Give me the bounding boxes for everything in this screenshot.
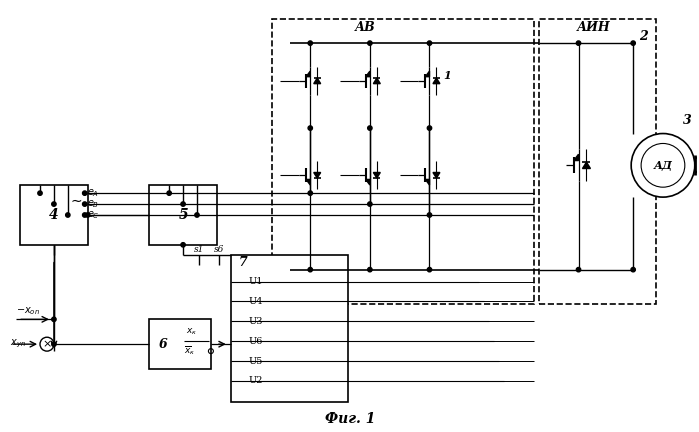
Circle shape: [427, 126, 432, 130]
Circle shape: [577, 267, 581, 272]
Circle shape: [427, 41, 432, 45]
Circle shape: [52, 317, 56, 321]
Polygon shape: [433, 78, 440, 84]
Text: $\sim$: $\sim$: [69, 193, 83, 207]
Circle shape: [167, 191, 171, 195]
Polygon shape: [582, 162, 591, 168]
Text: U6: U6: [249, 337, 263, 346]
Bar: [150, 319, 211, 369]
Circle shape: [631, 267, 635, 272]
Circle shape: [577, 41, 581, 45]
Text: U4: U4: [249, 297, 263, 306]
Circle shape: [40, 337, 54, 351]
Polygon shape: [366, 179, 370, 185]
Circle shape: [195, 213, 199, 217]
Polygon shape: [306, 71, 310, 77]
Circle shape: [66, 213, 70, 217]
Circle shape: [52, 202, 56, 206]
Text: АД: АД: [654, 160, 672, 171]
Text: s1: s1: [194, 245, 204, 254]
Text: 2: 2: [639, 30, 647, 43]
Bar: [231, 255, 348, 402]
Text: $x_{\kappa}$: $x_{\kappa}$: [186, 326, 197, 337]
Bar: [20, 185, 87, 245]
Circle shape: [427, 213, 432, 217]
Circle shape: [308, 267, 312, 272]
Text: $\times$: $\times$: [42, 339, 52, 349]
Circle shape: [82, 191, 87, 195]
Bar: [150, 185, 217, 245]
Circle shape: [181, 243, 185, 247]
Text: $-x_{on}$: $-x_{on}$: [16, 305, 40, 317]
Text: АВ: АВ: [354, 21, 375, 34]
Circle shape: [85, 213, 90, 217]
Text: $e_C$: $e_C$: [87, 209, 99, 221]
Circle shape: [368, 126, 372, 130]
Polygon shape: [425, 179, 429, 185]
Text: $\overline{x}_{\kappa}$: $\overline{x}_{\kappa}$: [184, 345, 196, 358]
Text: $x_{yn}$: $x_{yn}$: [10, 338, 26, 350]
Circle shape: [181, 202, 185, 206]
Text: 1: 1: [443, 70, 452, 81]
Bar: [273, 19, 534, 305]
Text: U1: U1: [249, 277, 263, 286]
Text: U2: U2: [249, 376, 263, 385]
Polygon shape: [433, 172, 440, 178]
Circle shape: [368, 41, 372, 45]
Polygon shape: [425, 71, 429, 77]
Bar: [539, 19, 656, 305]
Polygon shape: [366, 71, 370, 77]
Text: Фиг. 1: Фиг. 1: [325, 412, 375, 426]
Circle shape: [308, 191, 312, 195]
Polygon shape: [373, 172, 380, 178]
Circle shape: [631, 133, 695, 197]
Circle shape: [52, 342, 56, 346]
Text: $e_A$: $e_A$: [87, 187, 99, 199]
Circle shape: [368, 267, 372, 272]
Circle shape: [368, 202, 372, 206]
Text: 4: 4: [49, 208, 59, 222]
Text: $e_B$: $e_B$: [87, 198, 99, 210]
Text: АИН: АИН: [577, 21, 610, 34]
Polygon shape: [373, 78, 380, 84]
Text: 7: 7: [238, 256, 247, 269]
Text: U5: U5: [249, 356, 263, 365]
Circle shape: [427, 267, 432, 272]
Polygon shape: [574, 154, 579, 161]
Text: 3: 3: [684, 114, 692, 127]
Circle shape: [308, 126, 312, 130]
Circle shape: [631, 41, 635, 45]
Text: 5: 5: [178, 208, 188, 222]
Circle shape: [82, 213, 87, 217]
Circle shape: [308, 41, 312, 45]
Circle shape: [82, 202, 87, 206]
Text: s6: s6: [214, 245, 224, 254]
Text: 6: 6: [159, 338, 168, 351]
Text: U3: U3: [249, 317, 263, 326]
Polygon shape: [314, 78, 321, 84]
Circle shape: [38, 191, 42, 195]
Polygon shape: [314, 172, 321, 178]
Polygon shape: [306, 179, 310, 185]
